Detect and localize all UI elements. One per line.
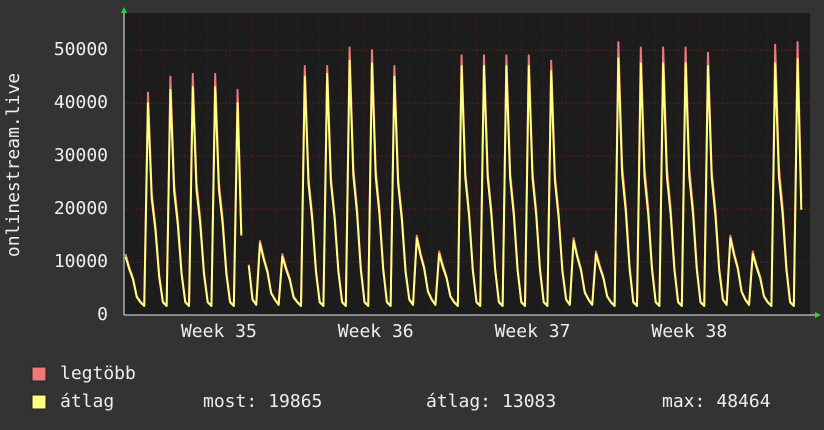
- x-tick-label: Week 36: [338, 321, 414, 342]
- x-tick-label: Week 37: [495, 321, 571, 342]
- stat-label: átlag:: [426, 391, 491, 412]
- legend-swatch: [31, 394, 47, 410]
- stat: max: 48464: [662, 391, 771, 412]
- y-axis-label: onlinestream.live: [3, 73, 24, 257]
- stat-label: max:: [662, 391, 705, 412]
- stat-value: 13083: [502, 391, 556, 412]
- x-axis-arrow: [815, 312, 821, 318]
- stat: átlag: 13083: [426, 391, 556, 412]
- y-tick-label: 30000: [54, 145, 108, 166]
- legend-label: legtöbb: [60, 363, 136, 384]
- lines: [124, 41, 803, 307]
- stat-value: 19865: [268, 391, 322, 412]
- y-tick-label: 0: [97, 304, 108, 325]
- stat: most: 19865: [203, 391, 322, 412]
- y-tick-label: 10000: [54, 251, 108, 272]
- y-tick-label: 50000: [54, 39, 108, 60]
- stat-label: most:: [203, 391, 257, 412]
- y-tick-label: 40000: [54, 92, 108, 113]
- stat-value: 48464: [716, 391, 770, 412]
- legend-swatch: [31, 366, 47, 382]
- x-tick-label: Week 38: [651, 321, 727, 342]
- series-line: [124, 57, 803, 307]
- y-tick-label: 20000: [54, 198, 108, 219]
- legend-label: átlag: [60, 391, 114, 412]
- y-axis-arrow: [121, 7, 127, 13]
- x-tick-label: Week 35: [181, 321, 257, 342]
